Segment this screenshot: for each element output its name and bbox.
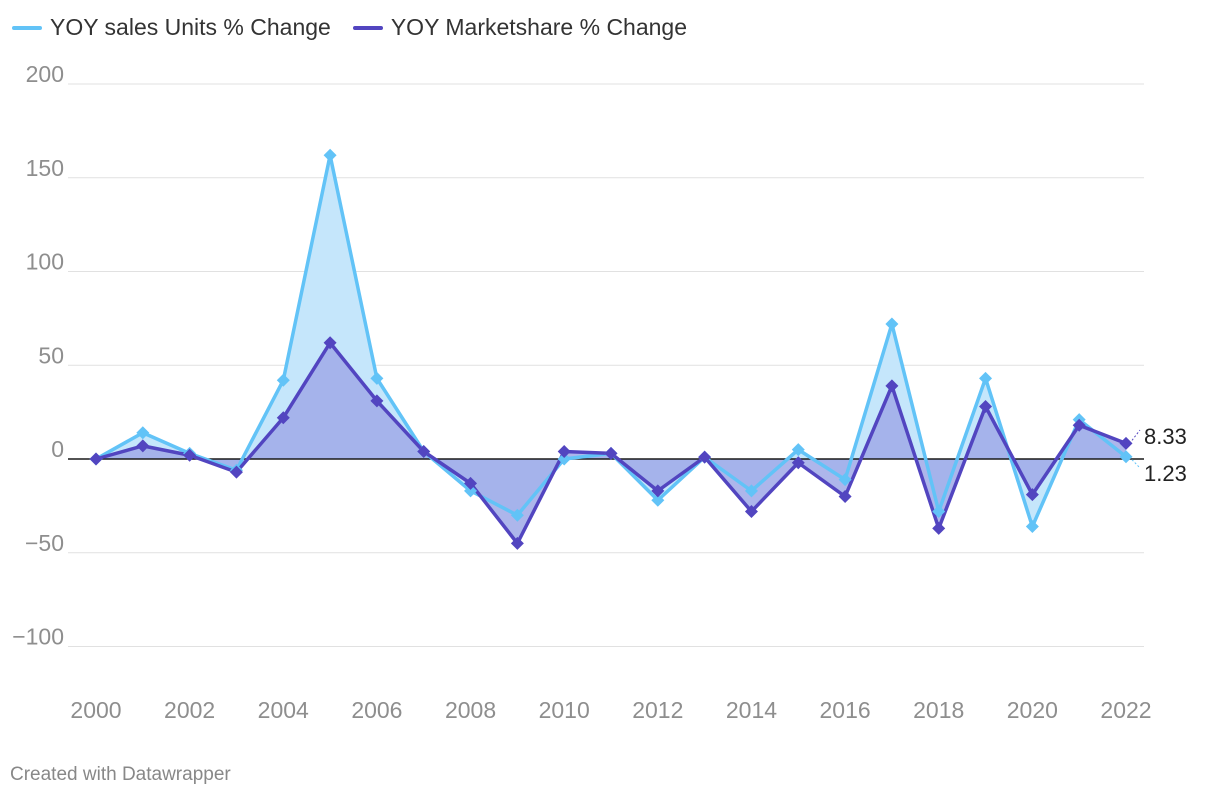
y-tick-label: 100: [26, 249, 64, 275]
x-tick-label: 2002: [164, 697, 215, 723]
data-point-sales: [323, 148, 337, 162]
data-point-marketshare: [604, 446, 618, 460]
data-point-marketshare: [510, 536, 524, 550]
data-point-sales: [885, 317, 899, 331]
data-point-sales: [744, 484, 758, 498]
data-point-marketshare: [885, 379, 899, 393]
y-tick-label: 50: [38, 342, 64, 368]
data-point-marketshare: [417, 445, 431, 458]
data-point-sales: [651, 493, 665, 507]
data-point-marketshare: [276, 411, 290, 425]
label-layer: 200 150 100 50 0 −50 −100 2000 2002 2004 2006 2008 2…: [12, 61, 1187, 723]
line-area-chart: 200 150 100 50 0 −50 −100 2000 2002 2004 2006 2008 2…: [12, 61, 1187, 723]
data-point-sales: [1119, 450, 1133, 464]
data-point-sales: [838, 473, 852, 487]
area-series-0: [96, 155, 1126, 527]
y-tick-label: 150: [26, 155, 64, 181]
end-label-marketshare: 8.33: [1144, 424, 1187, 449]
legend-swatch-marketshare: [352, 25, 383, 30]
data-point-marketshare: [464, 476, 478, 490]
data-point-marketshare: [323, 336, 337, 350]
data-point-marketshare: [89, 452, 103, 466]
data-point-marketshare: [370, 394, 384, 408]
marker-layer: [89, 148, 1133, 550]
data-point-sales: [791, 443, 805, 457]
data-point-sales: [1025, 520, 1039, 533]
data-point-marketshare: [557, 445, 571, 458]
legend: YOY sales Units % Change YOY Marketshare…: [12, 14, 687, 41]
y-tick-label: 0: [51, 436, 64, 462]
x-tick-label: 2012: [632, 697, 683, 723]
y-tick-label: −50: [25, 530, 64, 556]
data-point-sales: [464, 484, 478, 498]
grid-layer: [68, 83, 1144, 647]
data-point-marketshare: [791, 456, 805, 470]
data-point-sales: [932, 505, 946, 518]
data-point-marketshare: [932, 521, 946, 535]
data-point-sales: [979, 371, 993, 385]
footer-credit: Created with Datawrapper: [10, 764, 231, 785]
data-point-marketshare: [838, 490, 852, 503]
y-tick-label: −100: [12, 624, 64, 650]
x-tick-label: 2006: [351, 697, 402, 723]
data-point-marketshare: [136, 439, 150, 453]
data-point-marketshare: [1119, 436, 1133, 450]
data-point-marketshare: [183, 448, 197, 462]
data-point-marketshare: [698, 450, 712, 464]
x-tick-label: 2004: [258, 697, 309, 723]
area-series-1: [96, 342, 1126, 544]
x-tick-label: 2016: [820, 697, 871, 723]
x-tick-label: 2014: [726, 697, 777, 723]
data-point-marketshare: [1072, 418, 1086, 432]
end-label-sales: 1.23: [1144, 461, 1187, 486]
x-tick-label: 2020: [1007, 697, 1058, 723]
x-tick-label: 2008: [445, 697, 496, 723]
legend-label-sales: YOY sales Units % Change: [50, 14, 331, 40]
x-tick-label: 2000: [70, 697, 121, 723]
data-point-marketshare: [651, 484, 665, 498]
data-point-sales: [136, 426, 150, 440]
end-label-connector-sales: [1131, 459, 1141, 469]
legend-item-marketshare[interactable]: YOY Marketshare % Change: [352, 14, 688, 41]
data-point-marketshare: [744, 505, 758, 518]
data-point-marketshare: [979, 400, 993, 413]
x-tick-label: 2010: [539, 697, 590, 723]
data-point-marketshare: [1025, 488, 1039, 502]
data-point-sales: [370, 371, 384, 385]
y-tick-label: 200: [26, 61, 64, 87]
legend-swatch-sales: [12, 25, 42, 30]
data-point-sales: [510, 508, 524, 522]
x-tick-label: 2022: [1100, 697, 1151, 723]
data-point-sales: [276, 373, 290, 387]
line-series-0: [95, 153, 1128, 529]
data-point-marketshare: [229, 465, 243, 479]
area-layer: [96, 155, 1126, 544]
x-tick-label: 2018: [913, 697, 964, 723]
line-layer: [95, 153, 1128, 546]
data-point-sales: [557, 452, 571, 466]
end-label-connector-marketshare: [1131, 429, 1141, 441]
legend-item-sales[interactable]: YOY sales Units % Change: [12, 14, 331, 41]
legend-label-marketshare: YOY Marketshare % Change: [390, 14, 688, 40]
